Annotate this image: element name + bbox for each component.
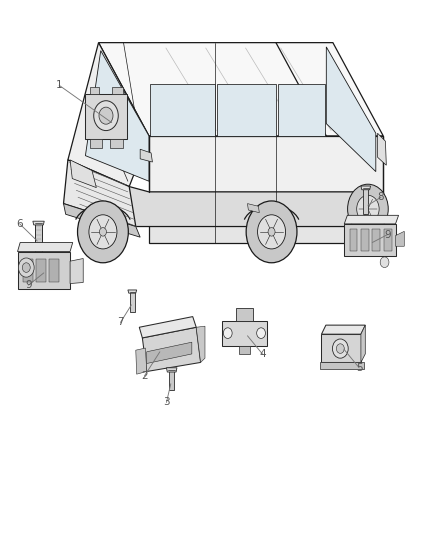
Circle shape	[348, 184, 388, 233]
Polygon shape	[321, 325, 365, 334]
Polygon shape	[35, 224, 42, 255]
Bar	[384, 229, 392, 251]
Circle shape	[246, 201, 297, 263]
Polygon shape	[344, 224, 396, 256]
Polygon shape	[344, 215, 399, 224]
Polygon shape	[239, 346, 250, 354]
Polygon shape	[147, 342, 192, 364]
Text: 9: 9	[384, 230, 391, 239]
Polygon shape	[18, 243, 73, 252]
Bar	[23, 259, 33, 282]
Circle shape	[18, 258, 34, 277]
Circle shape	[380, 257, 389, 268]
Bar	[36, 259, 46, 282]
Polygon shape	[149, 192, 383, 243]
Polygon shape	[217, 84, 276, 136]
Text: 8: 8	[378, 192, 385, 202]
Polygon shape	[142, 327, 201, 372]
Circle shape	[22, 263, 30, 272]
Text: 5: 5	[356, 363, 363, 373]
Bar	[350, 229, 357, 251]
Polygon shape	[396, 231, 404, 246]
Polygon shape	[361, 325, 365, 362]
Polygon shape	[222, 321, 267, 346]
Polygon shape	[33, 221, 44, 225]
Polygon shape	[64, 160, 136, 227]
Polygon shape	[64, 187, 383, 227]
Circle shape	[336, 344, 344, 353]
Polygon shape	[139, 317, 196, 338]
Polygon shape	[136, 348, 147, 374]
Polygon shape	[247, 204, 259, 213]
Text: 7: 7	[117, 318, 124, 327]
Polygon shape	[90, 139, 102, 148]
Circle shape	[94, 101, 118, 131]
Polygon shape	[236, 308, 253, 321]
Polygon shape	[321, 334, 361, 362]
Polygon shape	[130, 292, 135, 312]
Circle shape	[99, 228, 106, 236]
Polygon shape	[140, 149, 152, 162]
Bar	[49, 259, 59, 282]
Polygon shape	[196, 326, 205, 362]
Polygon shape	[90, 87, 99, 94]
Text: 6: 6	[16, 219, 23, 229]
Polygon shape	[320, 362, 364, 369]
Circle shape	[89, 215, 117, 249]
Polygon shape	[85, 94, 127, 139]
Circle shape	[99, 107, 113, 124]
Polygon shape	[149, 136, 383, 192]
Polygon shape	[68, 43, 149, 187]
Polygon shape	[278, 84, 325, 136]
Circle shape	[258, 215, 286, 249]
Polygon shape	[363, 189, 368, 214]
Polygon shape	[378, 133, 386, 165]
Polygon shape	[70, 259, 83, 284]
Polygon shape	[99, 43, 383, 136]
Circle shape	[223, 328, 232, 338]
Polygon shape	[70, 160, 96, 188]
Circle shape	[357, 195, 379, 223]
Text: 3: 3	[163, 398, 170, 407]
Polygon shape	[128, 290, 137, 293]
Text: 2: 2	[141, 371, 148, 381]
Text: 4: 4	[259, 350, 266, 359]
Text: 1: 1	[56, 80, 63, 90]
Polygon shape	[150, 84, 215, 136]
Polygon shape	[112, 87, 123, 94]
Bar	[372, 229, 380, 251]
Polygon shape	[166, 368, 177, 372]
Circle shape	[332, 339, 348, 358]
Bar	[361, 229, 369, 251]
Polygon shape	[110, 139, 123, 148]
Polygon shape	[169, 370, 174, 390]
Circle shape	[257, 328, 265, 338]
Polygon shape	[64, 204, 140, 237]
Polygon shape	[326, 47, 376, 172]
Circle shape	[78, 201, 128, 263]
Circle shape	[268, 228, 275, 236]
Polygon shape	[18, 252, 70, 289]
Text: 9: 9	[25, 280, 32, 290]
Polygon shape	[361, 186, 371, 190]
Polygon shape	[85, 51, 149, 181]
